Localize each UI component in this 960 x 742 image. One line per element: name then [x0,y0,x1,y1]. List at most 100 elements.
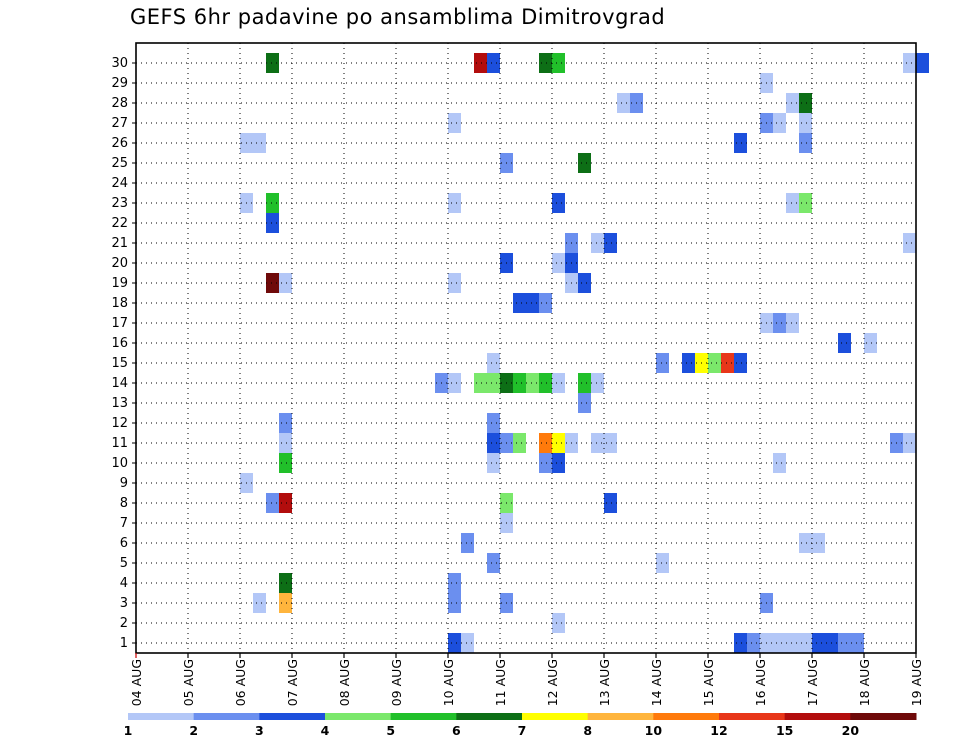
y-tick-label: 11 [111,436,128,451]
precip-cell [799,113,812,133]
axes-layer: 1234567891011121314151617181920212223242… [111,56,924,706]
x-tick-label: 17 AUG [805,659,820,706]
y-tick-label: 13 [111,396,128,411]
precip-cell [474,53,487,73]
colorbar-swatch [456,713,523,720]
precip-cell [279,433,292,453]
precip-cell [812,533,825,553]
x-tick-label: 04 AUG [129,659,144,706]
precip-cell [786,193,799,213]
precip-cell [903,53,916,73]
plot-frame [135,42,917,654]
y-tick-label: 25 [111,156,128,171]
colorbar-label: 7 [518,723,527,738]
precip-cell [786,93,799,113]
precip-cell [552,193,565,213]
precip-cell [773,453,786,473]
colorbar-label: 5 [386,723,395,738]
y-tick-label: 2 [120,616,128,631]
precip-cell [461,533,474,553]
precip-cell [266,273,279,293]
y-tick-label: 23 [111,196,128,211]
precip-cell [279,493,292,513]
y-tick-label: 1 [120,636,128,651]
precip-cell [578,153,591,173]
precip-cell [786,633,799,653]
y-tick-label: 27 [111,116,128,131]
precip-cell [266,193,279,213]
precip-cell [539,453,552,473]
colorbar-label: 1 [124,723,133,738]
precip-cell [487,553,500,573]
precip-cell [487,373,500,393]
precip-cell [253,593,266,613]
precip-cell [591,373,604,393]
precip-cell [734,133,747,153]
precip-cell [279,413,292,433]
precip-cell [851,633,864,653]
grid-layer [136,43,916,653]
y-tick-label: 18 [111,296,128,311]
precip-cell [786,313,799,333]
precip-cell [487,53,500,73]
precip-cell [552,453,565,473]
precip-cell [903,433,916,453]
colorbar-label: 6 [452,723,461,738]
colorbar-swatch [128,713,195,720]
colorbar-label: 15 [776,723,793,738]
y-tick-label: 8 [120,496,128,511]
y-tick-label: 24 [111,176,128,191]
precip-cell [266,213,279,233]
precip-cell [682,353,695,373]
chart-title: GEFS 6hr padavine po ansamblima Dimitrov… [130,5,666,29]
precip-cell [864,333,877,353]
y-tick-label: 19 [111,276,128,291]
colorbar-label: 3 [255,723,264,738]
precip-cell [448,593,461,613]
precip-cell [448,193,461,213]
precip-cell [552,433,565,453]
precip-cell [604,233,617,253]
x-tick-label: 12 AUG [545,659,560,706]
colorbar-swatch [259,713,326,720]
precip-cell [552,613,565,633]
precip-cell [539,293,552,313]
y-tick-label: 12 [111,416,128,431]
precip-cell [721,353,734,373]
colorbar-swatch [653,713,720,720]
y-tick-label: 9 [120,476,128,491]
precip-cell [513,293,526,313]
precip-cell [799,533,812,553]
y-tick-label: 10 [111,456,128,471]
precip-cell [799,133,812,153]
colorbar-label: 2 [189,723,198,738]
precip-cell [526,293,539,313]
x-tick-label: 06 AUG [233,659,248,706]
colorbar-swatch [587,713,654,720]
precip-cell [448,113,461,133]
y-tick-label: 28 [111,96,128,111]
precip-cell [578,393,591,413]
colorbar-swatch [193,713,260,720]
colorbar-swatch [850,713,917,720]
precip-cell [552,53,565,73]
precip-cell [526,373,539,393]
precip-cell [799,193,812,213]
y-tick-label: 6 [120,536,128,551]
precip-cell [591,433,604,453]
y-tick-label: 4 [120,576,128,591]
y-tick-label: 7 [120,516,128,531]
y-tick-label: 15 [111,356,128,371]
precip-cell [773,313,786,333]
precip-cell [513,373,526,393]
precip-cell [734,633,747,653]
colorbar-label: 4 [321,723,330,738]
precip-cell [487,353,500,373]
y-tick-label: 20 [111,256,128,271]
precip-cell [539,373,552,393]
precip-cell [448,573,461,593]
x-tick-label: 05 AUG [181,659,196,706]
precip-cell [279,453,292,473]
precip-cell [747,633,760,653]
cells-layer [240,53,929,653]
